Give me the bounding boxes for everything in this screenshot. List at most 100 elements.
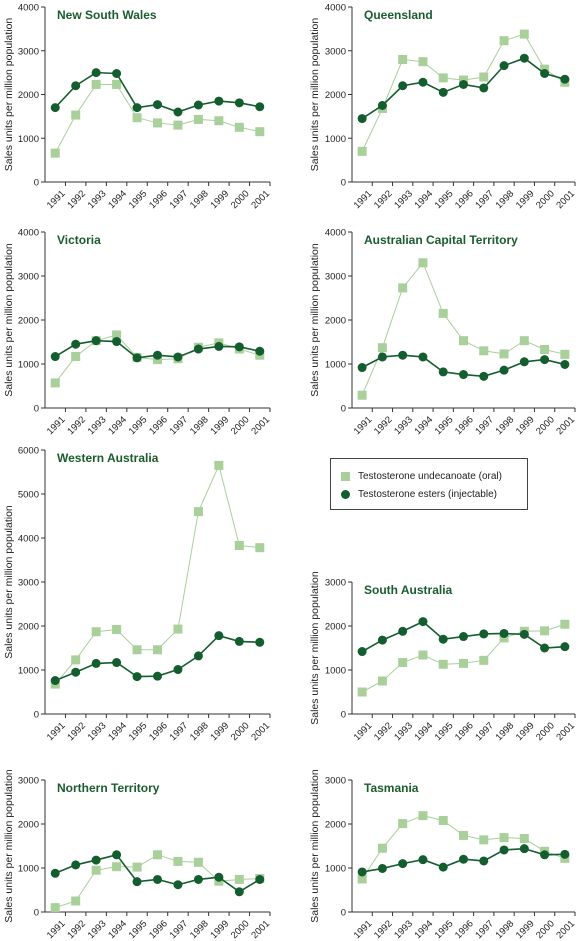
x-tick-label: 1999 (514, 720, 537, 743)
x-tick-label: 1993 (86, 188, 109, 211)
x-tick-label: 1992 (65, 414, 88, 437)
data-point-injectable (560, 359, 570, 369)
x-tick-label: 1995 (127, 918, 150, 941)
y-axis-label: Sales units per million population (309, 18, 321, 172)
x-tick-label: 1992 (65, 720, 88, 743)
x-tick-label: 1995 (433, 918, 456, 941)
y-axis-label: Sales units per million population (3, 243, 15, 397)
data-point-oral (418, 650, 428, 660)
data-point-injectable (50, 103, 60, 113)
data-point-injectable (459, 370, 468, 380)
data-point-injectable (479, 83, 489, 93)
legend-item-injectable: Testosterone esters (injectable) (341, 487, 497, 501)
x-tick-label: 1993 (86, 720, 109, 743)
data-point-injectable (540, 355, 550, 365)
data-point-oral (153, 850, 162, 860)
x-tick-label: 1991 (45, 188, 68, 211)
x-tick-label: 1994 (106, 918, 129, 941)
x-tick-label: 2000 (534, 918, 557, 941)
x-tick-label: 1998 (494, 188, 517, 211)
x-tick-label: 1997 (473, 188, 496, 211)
data-point-injectable (132, 877, 142, 887)
x-tick-label: 1992 (372, 918, 395, 941)
data-point-oral (499, 833, 509, 843)
panel-title: Queensland (364, 8, 433, 22)
y-axis-label: Sales units per million population (309, 769, 321, 923)
data-point-injectable (71, 667, 81, 677)
x-tick-label: 2000 (534, 720, 557, 743)
x-tick-label: 1996 (147, 414, 170, 437)
data-point-injectable (91, 336, 101, 346)
legend-swatch-injectable (341, 489, 350, 499)
x-tick-label: 2001 (554, 918, 577, 941)
data-point-injectable (153, 100, 162, 110)
x-tick-label: 1991 (352, 414, 375, 437)
x-tick-label: 1993 (86, 414, 109, 437)
data-point-oral (519, 336, 529, 346)
data-point-oral (71, 110, 81, 120)
data-point-injectable (173, 665, 183, 675)
data-point-injectable (153, 874, 162, 884)
data-point-oral (438, 815, 448, 825)
data-point-oral (418, 258, 428, 268)
panel-title: Western Australia (57, 451, 159, 465)
y-tick-label: 0 (341, 908, 346, 919)
data-point-injectable (398, 350, 408, 360)
y-tick-label: 2000 (325, 622, 346, 633)
x-tick-label: 1997 (168, 414, 191, 437)
data-point-oral (112, 862, 122, 872)
data-point-oral (193, 507, 203, 517)
x-tick-label: 1999 (514, 188, 537, 211)
x-tick-label: 1993 (392, 720, 415, 743)
y-tick-label: 2000 (18, 316, 39, 327)
x-tick-label: 1999 (208, 188, 231, 211)
data-point-oral (112, 330, 122, 340)
data-point-oral (398, 819, 408, 829)
series-line-oral (361, 33, 566, 152)
data-point-injectable (438, 634, 448, 644)
panel-title: Australian Capital Territory (364, 233, 518, 247)
data-point-oral (357, 146, 367, 156)
x-tick-label: 1997 (168, 720, 191, 743)
data-point-injectable (214, 341, 224, 351)
y-tick-label: 0 (34, 404, 39, 415)
chart-panel-4: 0100020003000400019911992199319941995199… (309, 228, 577, 438)
data-point-injectable (193, 651, 203, 661)
data-point-oral (499, 349, 509, 359)
data-point-oral (193, 857, 203, 867)
y-tick-label: 1000 (325, 666, 346, 677)
x-tick-label: 1999 (514, 414, 537, 437)
data-point-injectable (418, 855, 428, 865)
data-point-oral (255, 543, 265, 553)
data-point-injectable (132, 353, 142, 363)
y-tick-label: 2000 (18, 622, 39, 633)
data-point-injectable (255, 637, 265, 647)
data-point-oral (112, 79, 122, 89)
y-tick-label: 1000 (18, 864, 39, 875)
y-axis-label: Sales units per million population (3, 505, 15, 659)
x-tick-label: 2001 (554, 414, 577, 437)
chart-panel-7: 0100020003000199119921993199419951996199… (3, 769, 272, 941)
y-tick-label: 0 (341, 404, 346, 415)
data-point-injectable (91, 68, 101, 78)
data-point-injectable (234, 342, 244, 352)
data-point-oral (193, 114, 203, 124)
x-tick-label: 1992 (65, 188, 88, 211)
data-point-injectable (479, 629, 489, 639)
data-point-injectable (112, 337, 122, 347)
data-point-injectable (214, 872, 224, 882)
y-tick-label: 1000 (18, 666, 39, 677)
x-tick-label: 1996 (453, 188, 476, 211)
data-point-oral (560, 619, 570, 629)
x-tick-label: 1998 (188, 414, 211, 437)
x-tick-label: 2000 (229, 188, 252, 211)
data-point-oral (438, 73, 448, 83)
x-tick-label: 1999 (208, 414, 231, 437)
y-tick-label: 0 (341, 710, 346, 721)
data-point-oral (50, 148, 60, 158)
data-point-injectable (560, 849, 570, 859)
x-tick-label: 2001 (554, 720, 577, 743)
x-tick-label: 1991 (45, 414, 68, 437)
data-point-injectable (255, 102, 265, 112)
x-tick-label: 1998 (494, 720, 517, 743)
